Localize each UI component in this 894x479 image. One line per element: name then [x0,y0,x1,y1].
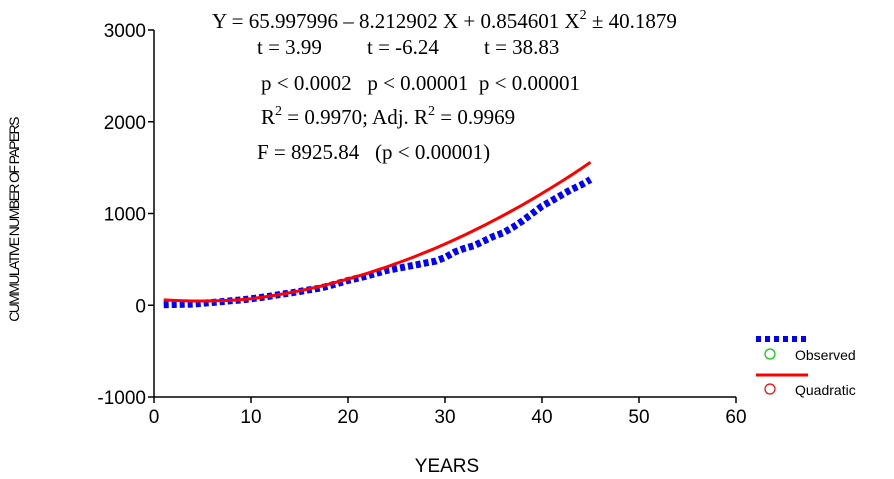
equation-block: Y = 65.997996 – 8.212902 X + 0.854601 X2… [212,8,677,164]
equation-main: Y = 65.997996 – 8.212902 X + 0.854601 X [212,9,580,33]
series-layer [163,161,593,309]
x-tick-label: 40 [531,407,552,428]
equation-exponent: 2 [580,8,587,23]
legend-quadratic-label: Quadratic [795,382,856,398]
x-tick-label: 20 [337,407,358,428]
t-stat-1: t = 3.99 [257,35,322,59]
adj-r-value: = 0.9969 [435,105,515,129]
equation-line: Y = 65.997996 – 8.212902 X + 0.854601 X2… [212,8,677,33]
legend-quadratic-marker [764,383,776,395]
series-line-quadratic [163,161,592,303]
x-tick-label: 60 [725,407,746,428]
y-tick-label: 0 [135,296,146,317]
x-ticks: 0 10 20 30 40 50 60 [149,397,747,428]
y-tick-label: 2000 [104,113,146,134]
r-exponent: 2 [275,104,282,119]
f-statistic: F = 8925.84 (p < 0.00001) [257,140,490,164]
x-axis-title: YEARS [415,456,479,477]
y-tick-label: 3000 [104,21,146,42]
x-tick-label: 50 [628,407,649,428]
r-label: R [261,105,275,129]
y-axis-title: CUMMULATIVE NUMBER OF PAPERS [6,117,22,322]
y-tick-label: 1000 [104,205,146,226]
t-stat-3: t = 38.83 [484,35,559,59]
x-tick-label: 0 [149,407,160,428]
series-line-observed [163,176,593,309]
legend: Observed Quadratic [756,336,856,398]
equation-error: ± 40.1879 [587,9,677,33]
r-squared: R2 = 0.9970; Adj. R2 = 0.9969 [261,104,515,129]
legend-observed-label: Observed [795,347,856,363]
adj-r-exponent: 2 [428,104,435,119]
x-tick-label: 30 [434,407,455,428]
x-tick-label: 10 [240,407,261,428]
legend-observed-marker [764,348,776,360]
adj-r-text: = 0.9970; Adj. R [282,105,428,129]
y-ticks: -1000 0 1000 2000 3000 [97,21,154,409]
y-tick-label: -1000 [97,388,146,409]
t-stat-2: t = -6.24 [367,35,439,59]
p-values: p < 0.0002 p < 0.00001 p < 0.00001 [261,71,580,95]
